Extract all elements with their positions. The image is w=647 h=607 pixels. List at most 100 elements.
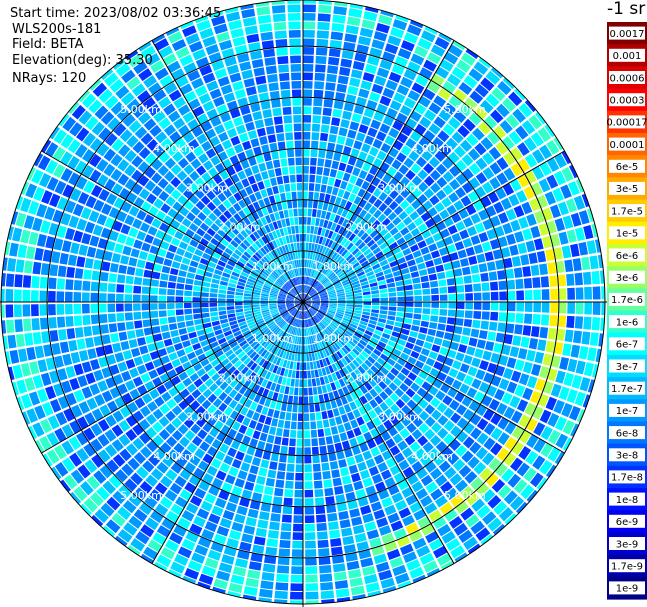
data-cell [257, 519, 269, 529]
data-cell [449, 165, 461, 178]
data-cell [422, 88, 436, 101]
data-cell [197, 581, 211, 590]
data-cell [130, 538, 146, 552]
data-cell [303, 13, 316, 21]
data-cell [257, 276, 266, 283]
data-cell [249, 500, 261, 510]
data-cell [266, 264, 274, 272]
data-cell [191, 552, 206, 564]
data-cell [601, 286, 605, 300]
data-cell [312, 200, 319, 209]
data-cell [311, 209, 317, 217]
data-cell [205, 266, 215, 273]
data-cell [266, 187, 274, 196]
data-cell [399, 105, 412, 117]
data-cell [464, 471, 478, 484]
data-cell [332, 108, 342, 118]
data-cell [318, 394, 325, 403]
data-cell [236, 260, 245, 268]
data-cell [424, 502, 438, 515]
data-cell [240, 354, 249, 363]
data-cell [142, 460, 155, 473]
data-cell [311, 269, 315, 278]
data-cell [354, 532, 367, 543]
data-cell [297, 328, 301, 336]
data-cell [327, 289, 336, 294]
data-cell [320, 295, 328, 299]
data-cell [226, 309, 235, 314]
data-cell [369, 165, 379, 176]
data-cell [314, 369, 319, 378]
data-cell [443, 332, 453, 341]
data-cell [217, 354, 227, 362]
data-cell [291, 549, 303, 557]
data-cell [451, 66, 466, 80]
data-cell [507, 302, 516, 312]
data-cell [455, 318, 464, 326]
data-cell [410, 130, 422, 143]
data-cell [368, 255, 377, 263]
data-cell [310, 335, 314, 344]
data-cell [397, 302, 405, 307]
data-cell [300, 259, 303, 268]
data-cell [67, 139, 81, 154]
data-cell [463, 536, 478, 551]
data-cell [380, 10, 394, 18]
data-cell [371, 298, 380, 302]
data-cell [405, 296, 414, 302]
data-cell [261, 360, 269, 369]
data-cell [43, 344, 53, 357]
data-cell [230, 323, 239, 330]
data-cell [368, 205, 378, 215]
data-cell [412, 416, 424, 428]
data-cell [308, 288, 315, 295]
data-cell [303, 293, 306, 302]
data-cell [201, 286, 210, 293]
data-cell [226, 100, 238, 111]
data-cell [182, 361, 192, 370]
data-cell [228, 389, 238, 399]
data-cell [391, 331, 401, 338]
data-cell [83, 497, 98, 513]
range-ring-label: 4.00km [411, 450, 453, 463]
data-cell [14, 319, 24, 333]
data-cell [116, 293, 124, 302]
data-cell [286, 140, 294, 149]
data-cell [268, 82, 279, 92]
data-cell [399, 262, 408, 270]
data-cell [502, 222, 513, 235]
data-cell [378, 14, 393, 26]
data-cell [443, 262, 453, 271]
data-cell [193, 313, 202, 320]
data-cell [286, 303, 294, 305]
data-cell [209, 307, 218, 312]
data-cell [553, 247, 563, 260]
data-cell [388, 426, 398, 437]
data-cell [520, 484, 535, 500]
data-cell [376, 370, 386, 380]
data-cell [494, 463, 508, 477]
data-cell [103, 344, 114, 355]
data-cell [279, 72, 290, 82]
data-cell [316, 285, 324, 292]
data-cell [363, 202, 373, 212]
data-cell [324, 316, 332, 322]
data-cell [414, 295, 422, 302]
data-cell [305, 345, 309, 353]
data-cell [237, 281, 246, 287]
data-cell [501, 392, 513, 405]
data-cell [484, 115, 498, 130]
data-cell [303, 302, 310, 308]
data-cell [380, 302, 389, 306]
data-cell [414, 103, 427, 115]
data-cell [271, 336, 278, 344]
data-cell [233, 236, 242, 245]
data-cell [265, 281, 273, 287]
data-cell [239, 61, 252, 72]
data-cell [132, 410, 145, 422]
data-cell [490, 442, 503, 456]
data-cell [453, 268, 463, 277]
data-cell [463, 275, 472, 284]
data-cell [303, 251, 306, 259]
data-cell [213, 578, 228, 590]
